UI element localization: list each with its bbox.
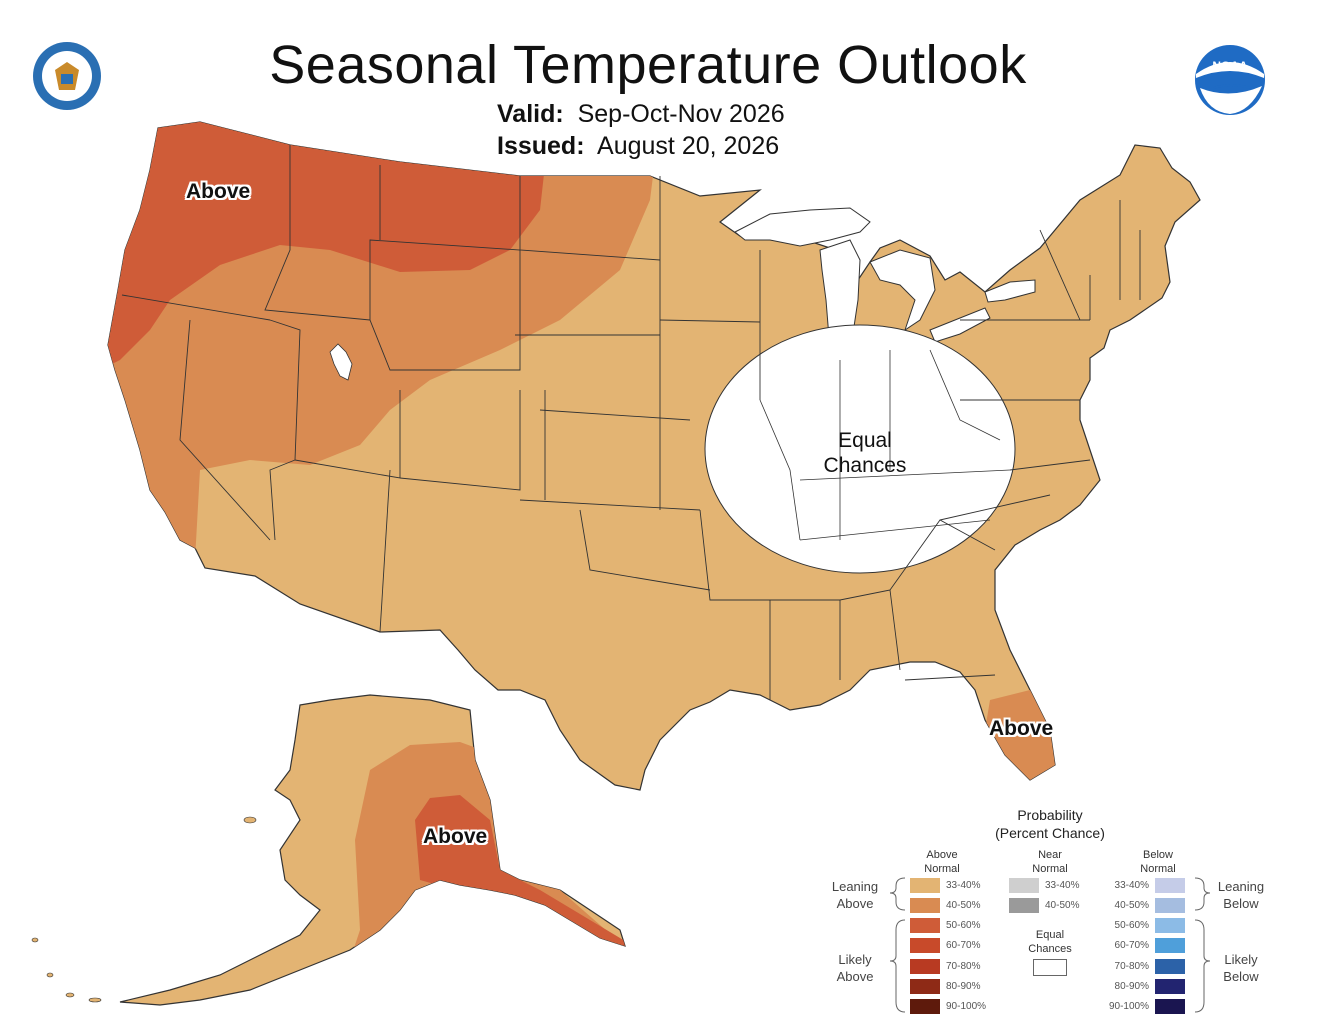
legend-above-row: 60-70% xyxy=(910,938,980,954)
legend-below-row: 70-80% xyxy=(1105,958,1185,974)
legend-range-label: 70-80% xyxy=(946,960,981,972)
legend-range-label: 33-40% xyxy=(946,879,981,891)
legend-range-label: 40-50% xyxy=(946,899,981,911)
legend-above-row: 80-90% xyxy=(910,979,980,995)
issued-label: Issued: xyxy=(497,132,585,160)
legend-range-label: 80-90% xyxy=(946,981,981,992)
commerce-seal-icon xyxy=(33,42,101,110)
state-borders xyxy=(121,145,1141,700)
great-salt-lake xyxy=(329,343,353,381)
legend-range-label: 80-90% xyxy=(1114,981,1149,992)
band-50-60-northwest xyxy=(108,122,550,370)
legend-below-row: 90-100% xyxy=(1105,999,1185,1015)
legend-swatch xyxy=(1155,918,1185,934)
legend-swatch xyxy=(1009,897,1039,913)
legend-swatch xyxy=(1155,938,1185,954)
legend-below-row: 60-70% xyxy=(1105,938,1185,954)
noaa-logo-text: NOAA xyxy=(1212,59,1248,73)
map-title: Seasonal Temperature Outlook xyxy=(269,35,1027,95)
legend-likely-below: Likely Below xyxy=(1223,952,1259,984)
label-florida-above: Above xyxy=(989,717,1054,740)
lake-huron xyxy=(869,249,936,332)
legend-head-below: Below Normal xyxy=(1140,849,1176,875)
issued-value: August 20, 2026 xyxy=(597,132,780,160)
legend-near-row: 40-50% xyxy=(1009,897,1079,913)
legend-above-row: 70-80% xyxy=(910,958,980,974)
legend-range-label: 50-60% xyxy=(946,920,981,932)
equal-chances-line1: Equal xyxy=(838,429,892,452)
legend-range-label: 60-70% xyxy=(1114,940,1149,952)
legend-swatch xyxy=(1155,897,1185,913)
legend-equal-chances: Equal Chances xyxy=(1028,929,1072,955)
legend-title: Probability (Percent Chance) xyxy=(960,806,1140,842)
legend-swatch xyxy=(910,877,940,893)
legend-below-row: 80-90% xyxy=(1105,979,1185,995)
legend-above-row: 33-40% xyxy=(910,877,980,893)
label-northwest-above: Above xyxy=(186,180,251,203)
legend-near-row: 33-40% xyxy=(1009,877,1079,893)
legend-swatch xyxy=(910,938,940,954)
issued-line: Issued: August 20, 2026 xyxy=(497,132,779,161)
legend-head-near: Near Normal xyxy=(1032,849,1068,875)
legend-head-above: Above Normal xyxy=(924,849,960,875)
legend-swatch xyxy=(910,918,940,934)
legend-swatch xyxy=(910,979,940,994)
legend-swatch xyxy=(1155,877,1185,893)
legend-above-row: 40-50% xyxy=(910,897,980,913)
legend-title-line2: (Percent Chance) xyxy=(995,825,1105,841)
legend-range-label: 40-50% xyxy=(1045,899,1080,911)
legend-below-row: 50-60% xyxy=(1105,918,1185,934)
label-equal-chances: Equal Chances xyxy=(800,428,930,478)
legend-swatch xyxy=(910,958,940,974)
legend-swatch xyxy=(1155,999,1185,1015)
valid-value: Sep-Oct-Nov 2026 xyxy=(577,100,785,128)
valid-label: Valid: xyxy=(497,100,564,128)
noaa-logo-icon xyxy=(1195,45,1265,115)
legend-range-label: 90-100% xyxy=(946,1001,987,1013)
legend-range-label: 33-40% xyxy=(1114,879,1149,891)
legend-range-label: 33-40% xyxy=(1045,879,1080,891)
label-alaska-above: Above xyxy=(423,825,488,848)
legend-above-row: 90-100% xyxy=(910,999,986,1015)
legend-leaning-below: Leaning Below xyxy=(1217,879,1265,911)
aleutian-islands xyxy=(31,816,257,1003)
legend-swatch xyxy=(1155,958,1185,974)
legend-above-row: 50-60% xyxy=(910,918,980,934)
legend-swatch xyxy=(1009,877,1039,893)
legend-range-label: 60-70% xyxy=(946,940,981,952)
lake-ontario xyxy=(984,279,1036,303)
legend-swatch xyxy=(910,999,940,1015)
legend-range-label: 70-80% xyxy=(1114,960,1149,972)
equal-chances-area xyxy=(704,324,1016,574)
valid-line: Valid: Sep-Oct-Nov 2026 xyxy=(497,100,785,129)
legend-swatch xyxy=(1155,979,1185,994)
equal-chances-line2: Chances xyxy=(823,454,907,477)
legend-swatch xyxy=(910,897,940,913)
legend-equal-swatch xyxy=(1033,959,1067,976)
legend-likely-above: Likely Above xyxy=(836,952,874,984)
lake-superior xyxy=(734,207,871,247)
legend-leaning-above: Leaning Above xyxy=(831,879,879,911)
legend-range-label: 90-100% xyxy=(1108,1001,1149,1013)
legend-below-row: 40-50% xyxy=(1105,897,1185,913)
legend-range-label: 50-60% xyxy=(1114,920,1149,932)
legend-title-line1: Probability xyxy=(1017,807,1083,823)
legend-below-row: 33-40% xyxy=(1105,877,1185,893)
alaska-band-50-60 xyxy=(415,795,625,960)
legend-range-label: 40-50% xyxy=(1114,899,1149,911)
